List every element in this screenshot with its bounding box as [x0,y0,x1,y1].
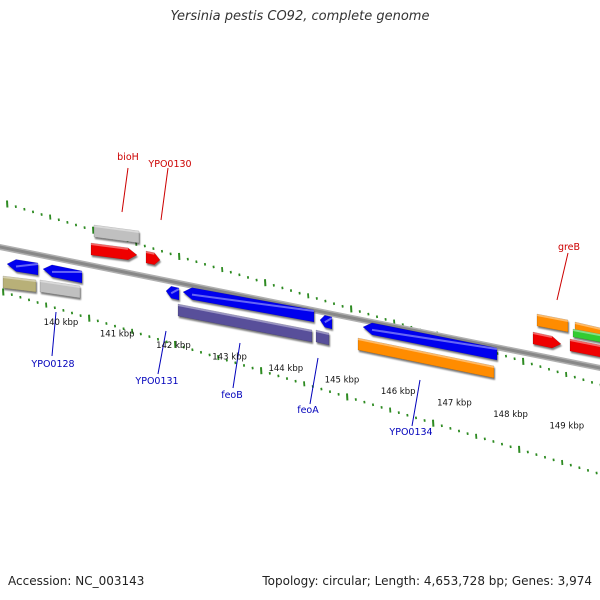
kbp-axis-labels: 140 kbp 141 kbp 142 kbp 143 kbp 144 kbp 145 k… [44,318,584,432]
YPO0131-arrow-highlight [170,288,180,295]
feoB-feature-highlight [177,304,313,332]
kbp-label: 140 kbp [44,318,79,328]
olive-feature-highlight [2,276,37,282]
gene-label-YPO0131: YPO0131 [134,376,178,387]
genome-summary-text: Topology: circular; Length: 4,653,728 bp… [262,574,592,588]
gene-label-YPO0134: YPO0134 [388,427,432,438]
feature-track [2,224,600,379]
neighbor-arrow [42,264,83,284]
YPO0128-leader [51,311,57,357]
feoA-arrow-highlight [324,317,333,324]
right-red-feature-highlight [569,339,600,348]
YPO0128-arrow [6,259,39,276]
greB-leader [556,252,569,301]
label-leaders [51,167,569,427]
right-red-feature [569,338,600,358]
kbp-label: 147 kbp [437,399,472,409]
YPO0134-arrow [362,322,498,361]
top-gray-feature [93,224,140,244]
gray-feature-highlight [39,280,81,288]
feoB-arrow-highlight [191,293,315,312]
bioH-arrow-highlight [90,243,129,250]
greB-arrow [532,331,562,349]
gene-label-YPO0130: YPO0130 [147,159,191,170]
feoA-feature-highlight [315,330,330,335]
YPO0134-feature [357,337,495,379]
feoB-feature [177,303,313,343]
kbp-label: 146 kbp [381,387,416,397]
gene-label-feoA: feoA [297,405,319,416]
kbp-label: 149 kbp [549,422,584,432]
kbp-label: 148 kbp [493,410,528,420]
kbp-label: 141 kbp [100,330,135,340]
right-orange-feature-highlight [574,322,600,330]
feoB-arrow [182,287,315,323]
kbp-label: 143 kbp [212,353,247,363]
feoA-feature [315,329,330,346]
feoB-leader [232,342,241,389]
YPO0131-leader [157,330,167,375]
olive-feature [2,275,37,293]
greB-arrow-highlight [532,332,553,339]
accession-text: Accession: NC_003143 [8,574,145,588]
gene-label-YPO0128: YPO0128 [30,359,74,370]
lower-tick-track [2,288,598,475]
gene-label-bioH: bioH [117,152,139,163]
YPO0134-feature-highlight [357,338,495,368]
gene-label-feoB: feoB [221,390,243,401]
bioH-leader [121,167,129,213]
kbp-label: 145 kbp [325,376,360,386]
feoA-arrow [319,314,333,330]
YPO0130-leader [160,167,169,221]
gray-feature [39,279,81,299]
YPO0130-arrow [145,250,161,266]
kbp-label: 144 kbp [268,364,303,374]
map-title: Yersinia pestis CO92, complete genome [170,9,430,24]
right-green-feature [572,328,600,343]
greB-feature [536,313,569,333]
bioH-arrow [90,242,138,261]
greB-feature-highlight [536,314,569,322]
feoA-leader [309,357,319,405]
kbp-label: 142 kbp [156,341,191,351]
top-gray-feature-highlight [93,225,140,233]
YPO0134-leader [411,379,421,427]
YPO0130-arrow-highlight [145,251,155,255]
YPO0128-arrow-highlight [15,263,39,268]
YPO0131-arrow [165,285,180,301]
YPO0134-arrow-highlight [371,328,498,350]
gene-label-greB: greB [558,242,580,253]
feature-labels: bioH YPO0130 greB YPO0128 YPO0131 feoB feoA YPO… [30,152,580,438]
